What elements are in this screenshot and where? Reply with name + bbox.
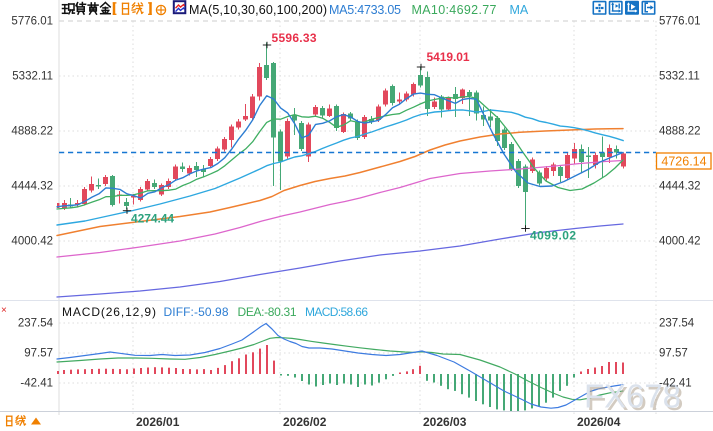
svg-text:-42.41: -42.41 (20, 378, 53, 390)
svg-text:5332.11: 5332.11 (659, 71, 700, 83)
svg-text:4726.14: 4726.14 (661, 155, 706, 169)
svg-text:97.57: 97.57 (24, 348, 53, 360)
svg-text:4444.32: 4444.32 (11, 181, 53, 193)
svg-text:237.54: 237.54 (18, 318, 54, 330)
svg-text:DEA:-80.31: DEA:-80.31 (238, 305, 297, 319)
svg-text:MA5:4733.05: MA5:4733.05 (329, 3, 401, 17)
svg-text:2026/02: 2026/02 (283, 415, 327, 429)
svg-text:97.57: 97.57 (659, 348, 688, 360)
svg-text:4000.42: 4000.42 (659, 236, 701, 248)
svg-text:MACD(26,12,9): MACD(26,12,9) (62, 305, 156, 319)
svg-text:×: × (1, 305, 7, 316)
svg-text:5332.11: 5332.11 (12, 71, 53, 83)
svg-text:FX678: FX678 (584, 378, 681, 415)
svg-text:4099.02: 4099.02 (530, 229, 576, 243)
svg-text:4000.42: 4000.42 (11, 236, 53, 248)
svg-text:MACD:58.66: MACD:58.66 (305, 305, 368, 319)
svg-text:5776.01: 5776.01 (11, 16, 53, 28)
svg-text:2026/03: 2026/03 (423, 415, 467, 429)
svg-text:MA10:4692.77: MA10:4692.77 (412, 3, 497, 17)
svg-text:4444.32: 4444.32 (659, 181, 701, 193)
svg-text:5776.01: 5776.01 (659, 16, 701, 28)
svg-text:-42.41: -42.41 (659, 378, 692, 390)
svg-text:MA: MA (510, 3, 529, 17)
svg-text:4888.22: 4888.22 (11, 126, 53, 138)
svg-text:4274.44: 4274.44 (131, 212, 174, 226)
svg-text:DIFF:-50.98: DIFF:-50.98 (164, 305, 229, 319)
svg-text:MA(5,10,30,60,100,200): MA(5,10,30,60,100,200) (189, 3, 327, 17)
svg-text:5596.33: 5596.33 (272, 31, 317, 45)
svg-text:2026/04: 2026/04 (577, 415, 621, 429)
svg-text:237.54: 237.54 (659, 318, 695, 330)
svg-text:2026/01: 2026/01 (136, 415, 180, 429)
svg-text:5419.01: 5419.01 (427, 50, 470, 64)
svg-text:4888.22: 4888.22 (659, 126, 701, 138)
svg-text:FX678: FX678 (587, 380, 684, 417)
